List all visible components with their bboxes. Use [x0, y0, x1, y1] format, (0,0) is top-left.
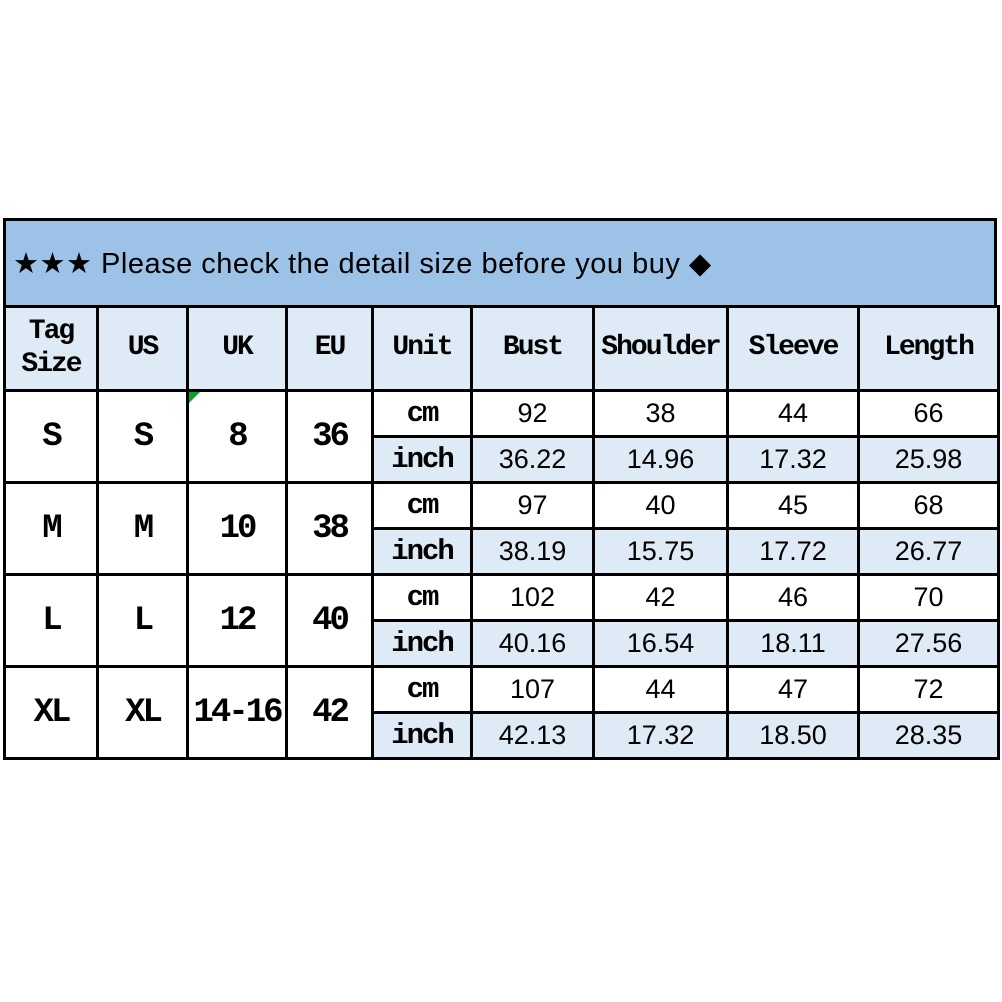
measurement-cell: 27.56 — [857, 619, 1000, 668]
uk-value: 8 — [228, 417, 248, 456]
measurement-cell: 26.77 — [857, 527, 1000, 576]
measurement-cell: 17.32 — [726, 435, 860, 484]
us-cell: S — [96, 389, 189, 484]
measurement-cell: 46 — [726, 573, 860, 622]
unit-cell: cm — [371, 665, 473, 714]
measurement-cell: 16.54 — [592, 619, 729, 668]
uk-cell: 14-16 — [186, 665, 288, 760]
uk-cell: 8 — [186, 389, 288, 484]
measurement-cell: 97 — [470, 481, 595, 530]
us-cell: M — [96, 481, 189, 576]
table-row: L L 12 40 cm 102 42 46 70 — [3, 573, 1000, 668]
banner-text: ★★★ Please check the detail size before … — [13, 247, 712, 280]
measurement-cell: 45 — [726, 481, 860, 530]
tag-cell: XL — [3, 665, 99, 760]
measurement-cell: 25.98 — [857, 435, 1000, 484]
measurement-cell: 102 — [470, 573, 595, 622]
uk-cell: 10 — [186, 481, 288, 576]
unit-cell: cm — [371, 573, 473, 622]
measurement-cell: 92 — [470, 389, 595, 438]
banner: ★★★ Please check the detail size before … — [3, 218, 997, 305]
column-header-sleeve: Sleeve — [726, 305, 860, 392]
table-row: XL XL 14-16 42 cm 107 44 47 72 — [3, 665, 1000, 760]
unit-cell: inch — [371, 619, 473, 668]
measurement-cell: 44 — [592, 665, 729, 714]
measurement-cell: 14.96 — [592, 435, 729, 484]
size-chart: ★★★ Please check the detail size before … — [3, 218, 1000, 760]
measurement-cell: 18.50 — [726, 711, 860, 760]
measurement-cell: 47 — [726, 665, 860, 714]
measurement-cell: 68 — [857, 481, 1000, 530]
us-cell: L — [96, 573, 189, 668]
green-corner-marker — [190, 393, 200, 403]
table-row: inch 36.22 14.96 17.32 25.98 — [5, 435, 1000, 484]
column-header-unit: Unit — [371, 305, 473, 392]
header-tag-line2: Size — [21, 348, 82, 380]
eu-cell: 36 — [285, 389, 374, 484]
eu-cell: 40 — [285, 573, 374, 668]
table-row: M M 10 38 cm 97 40 45 68 — [3, 481, 1000, 576]
table-row: S S 8 36 cm 92 38 44 66 — [3, 389, 1000, 484]
tag-cell: M — [3, 481, 99, 576]
unit-cell: inch — [371, 527, 473, 576]
measurement-cell: 17.72 — [726, 527, 860, 576]
measurement-cell: 42.13 — [470, 711, 595, 760]
column-header-shoulder: Shoulder — [592, 305, 729, 392]
unit-cell: cm — [371, 481, 473, 530]
us-cell: XL — [96, 665, 189, 760]
measurement-cell: 15.75 — [592, 527, 729, 576]
header-row: Tag Size US UK EU Unit Bust Shoulder Sle… — [3, 305, 1000, 392]
tag-cell: L — [3, 573, 99, 668]
measurement-cell: 70 — [857, 573, 1000, 622]
tag-cell: S — [3, 389, 99, 484]
size-chart-table: Tag Size US UK EU Unit Bust Shoulder Sle… — [3, 305, 1000, 760]
eu-cell: 42 — [285, 665, 374, 760]
measurement-cell: 28.35 — [857, 711, 1000, 760]
measurement-cell: 38.19 — [470, 527, 595, 576]
table-row: inch 38.19 15.75 17.72 26.77 — [5, 527, 1000, 576]
measurement-cell: 40 — [592, 481, 729, 530]
uk-cell: 12 — [186, 573, 288, 668]
header-tag-line1: Tag — [28, 316, 75, 348]
measurement-cell: 44 — [726, 389, 860, 438]
measurement-cell: 38 — [592, 389, 729, 438]
measurement-cell: 17.32 — [592, 711, 729, 760]
table-row: inch 40.16 16.54 18.11 27.56 — [5, 619, 1000, 668]
measurement-cell: 36.22 — [470, 435, 595, 484]
table-row: inch 42.13 17.32 18.50 28.35 — [5, 711, 1000, 760]
column-header-tag-size: Tag Size — [3, 305, 99, 392]
measurement-cell: 72 — [857, 665, 1000, 714]
measurement-cell: 66 — [857, 389, 1000, 438]
measurement-cell: 107 — [470, 665, 595, 714]
measurement-cell: 40.16 — [470, 619, 595, 668]
unit-cell: inch — [371, 435, 473, 484]
column-header-uk: UK — [186, 305, 288, 392]
column-header-length: Length — [857, 305, 1000, 392]
column-header-us: US — [96, 305, 189, 392]
column-header-bust: Bust — [470, 305, 595, 392]
column-header-eu: EU — [285, 305, 374, 392]
eu-cell: 38 — [285, 481, 374, 576]
measurement-cell: 18.11 — [726, 619, 860, 668]
measurement-cell: 42 — [592, 573, 729, 622]
unit-cell: inch — [371, 711, 473, 760]
unit-cell: cm — [371, 389, 473, 438]
